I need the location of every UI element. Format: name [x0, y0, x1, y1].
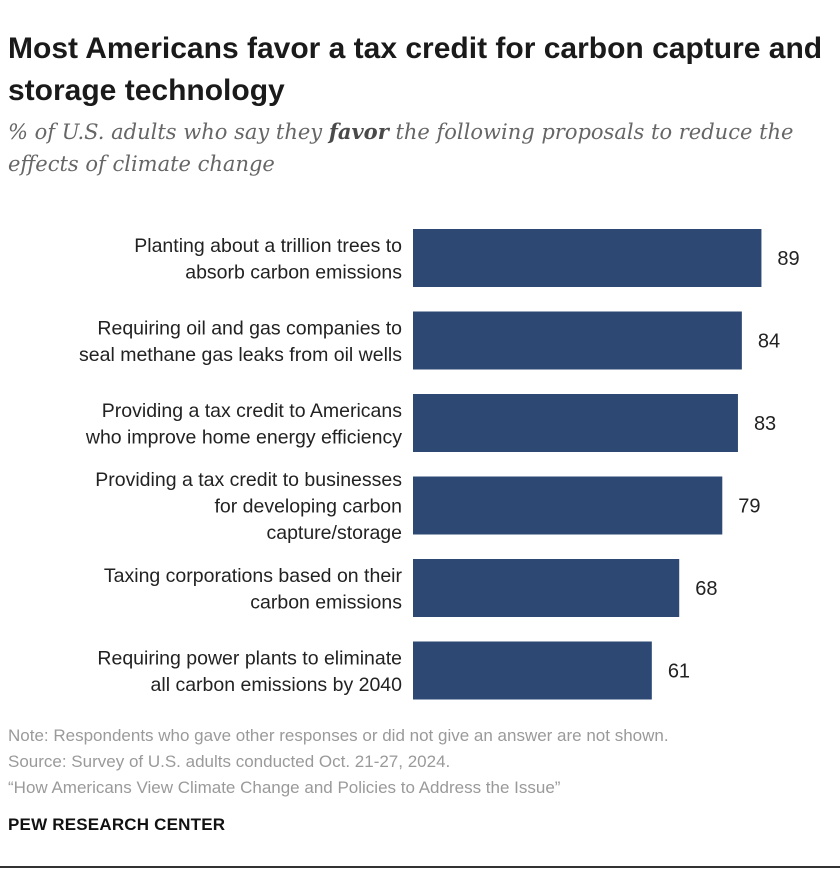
- category-label-2-line-2: seal methane gas leaks from oil wells: [79, 344, 402, 366]
- bar-1: [413, 229, 762, 287]
- category-label-3-line-1: Providing a tax credit to Americans: [102, 400, 402, 422]
- bottom-divider: [0, 866, 840, 868]
- bar-chart: 89 Planting about a trillion trees to abso…: [79, 229, 800, 700]
- category-label-5-line-2: carbon emissions: [250, 591, 402, 613]
- category-label-4-line-2: for developing carbon: [214, 496, 402, 518]
- category-label-6-line-1: Requiring power plants to eliminate: [97, 647, 402, 669]
- bar-value-2: 84: [758, 331, 780, 353]
- subtitle-tail: the following proposals to reduce the ef…: [8, 120, 794, 176]
- bar-value-5: 68: [695, 578, 717, 600]
- bar-value-1: 89: [777, 248, 799, 270]
- category-label-1-line-1: Planting about a trillion trees to: [134, 235, 402, 257]
- bar-3: [413, 394, 738, 452]
- category-label-1-line-2: absorb carbon emissions: [185, 261, 402, 283]
- footer-report: “How Americans View Climate Change and P…: [8, 778, 561, 797]
- bar-value-6: 61: [668, 661, 690, 683]
- category-label-6-line-2: all carbon emissions by 2040: [151, 674, 403, 696]
- bar-6: [413, 641, 652, 700]
- chart-footer: Note: Respondents who gave other respons…: [8, 723, 828, 801]
- category-label-4-line-1: Providing a tax credit to businesses: [95, 469, 402, 491]
- bar-value-4: 79: [738, 496, 760, 518]
- bar-value-3: 83: [754, 413, 776, 435]
- bar-2: [413, 311, 742, 370]
- footer-source: Source: Survey of U.S. adults conducted …: [8, 752, 451, 771]
- bar-4: [413, 476, 723, 535]
- chart-title: Most Americans favor a tax credit for ca…: [8, 32, 823, 107]
- chart-subtitle: % of U.S. adults who say they favor the …: [8, 116, 828, 180]
- category-label-4-line-3: capture/storage: [266, 522, 402, 544]
- category-label-3-line-2: who improve home energy efficiency: [85, 426, 402, 448]
- footer-note: Note: Respondents who gave other respons…: [8, 726, 669, 745]
- subtitle-emphasis: favor: [328, 119, 389, 144]
- category-label-2-line-1: Requiring oil and gas companies to: [97, 317, 402, 339]
- subtitle-lead: % of U.S. adults who say they: [8, 120, 329, 144]
- category-label-5-line-1: Taxing corporations based on their: [104, 565, 403, 587]
- bar-5: [413, 559, 680, 617]
- brand-logo-text: PEW RESEARCH CENTER: [8, 815, 226, 834]
